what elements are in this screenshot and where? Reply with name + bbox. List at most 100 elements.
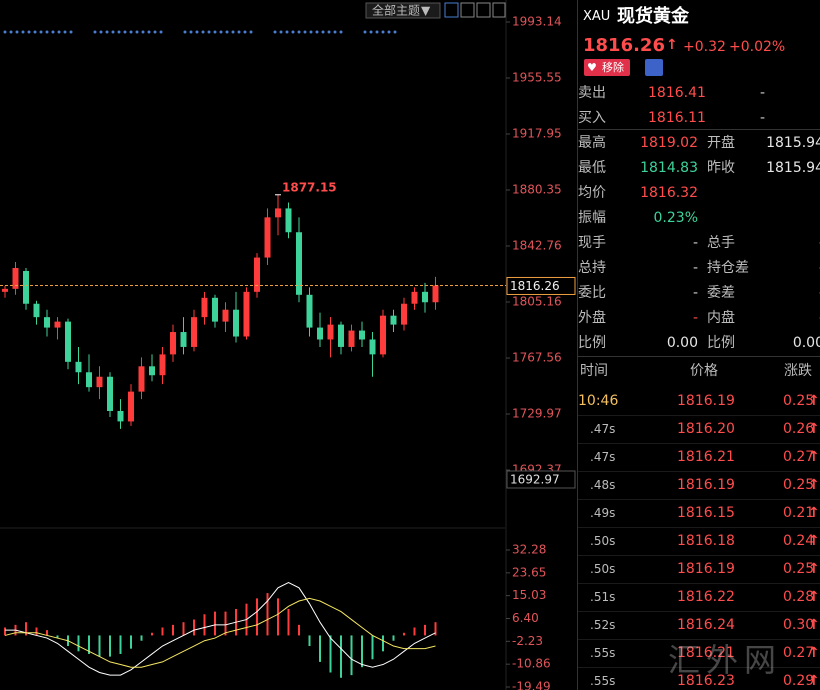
- signal-dot: [393, 30, 397, 34]
- macd-bar: [361, 635, 363, 668]
- signal-dot: [159, 30, 163, 34]
- macd-bar: [308, 635, 311, 647]
- instrument-name: 现货黄金: [617, 6, 689, 27]
- trade-price: 1816.15: [677, 505, 735, 521]
- quote-value: -: [692, 260, 698, 276]
- signal-dot: [105, 30, 109, 34]
- max-label: 1877.15: [282, 180, 337, 194]
- candle-body: [54, 321, 61, 328]
- quote-label: 内盘: [707, 310, 735, 326]
- trade-arrow: ↑: [808, 393, 820, 409]
- signal-dot: [249, 30, 253, 34]
- trade-arrow: ↑: [808, 617, 820, 633]
- signal-dot: [279, 30, 283, 34]
- candle-body: [306, 294, 313, 328]
- macd-bar: [256, 598, 258, 636]
- alert-button[interactable]: [645, 59, 663, 76]
- signal-dot: [363, 30, 367, 34]
- macd-bar: [403, 632, 405, 636]
- candle-body: [422, 291, 428, 303]
- signal-dot: [231, 30, 235, 34]
- menu-arrow[interactable]: ▼: [421, 4, 431, 18]
- row-divider: [578, 639, 820, 640]
- macd-bar: [287, 608, 290, 636]
- trade-arrow: ↑: [808, 533, 820, 549]
- trade-change: 0.30: [783, 617, 815, 633]
- quote-extra: -: [760, 85, 766, 101]
- macd-bar: [203, 614, 206, 636]
- trade-change: 0.26: [783, 421, 815, 437]
- toolbar-icon[interactable]: [492, 2, 506, 18]
- quote-label: 均价: [578, 185, 606, 201]
- signal-dot: [291, 30, 295, 34]
- quote-label: 外盘: [578, 310, 606, 326]
- chart-area: 全部主题 ▼ 1993.14 1955.55 1917.95 1880.35 1842.…: [0, 0, 576, 690]
- y-tick-label: 1729.97: [512, 407, 562, 421]
- macd-bar: [56, 635, 59, 639]
- trade-change: 0.29: [783, 673, 815, 689]
- row-divider: [578, 527, 820, 528]
- macd-bar: [161, 627, 164, 636]
- signal-dot: [237, 30, 241, 34]
- toolbar-icon[interactable]: [460, 2, 475, 18]
- trade-time: .49s: [590, 506, 616, 520]
- quote-label: 昨收: [707, 160, 735, 176]
- toolbar-icon[interactable]: [444, 2, 459, 18]
- theme-menu[interactable]: [365, 2, 441, 19]
- quote-value: 1816.32: [640, 185, 698, 201]
- low-price-box: [506, 470, 576, 489]
- signal-dot: [117, 30, 121, 34]
- macd-bar: [382, 635, 384, 652]
- signal-dot: [93, 30, 97, 34]
- quote-label: 买入: [578, 110, 606, 126]
- change-pct: +0.02%: [729, 39, 786, 55]
- trade-price: 1816.22: [677, 589, 735, 605]
- signal-dot: [369, 30, 373, 34]
- toolbar-icon[interactable]: [476, 2, 491, 18]
- signal-dot: [57, 30, 61, 34]
- trade-arrow: ↑: [808, 589, 820, 605]
- signal-dot: [321, 30, 325, 34]
- macd-bar: [4, 627, 6, 636]
- signal-dot: [15, 30, 19, 34]
- y-tick-label: 6.40: [512, 611, 539, 625]
- y-tick-label: 1805.16: [512, 295, 562, 309]
- candle-body: [96, 376, 103, 388]
- panel-separator: [577, 0, 578, 690]
- trade-price: 1816.19: [677, 393, 735, 409]
- candle-body: [233, 309, 239, 337]
- macd-bar: [224, 611, 227, 636]
- y-tick-label: 15.03: [512, 588, 546, 602]
- row-divider: [578, 129, 820, 130]
- macd-bar: [214, 611, 216, 636]
- candle-body: [12, 267, 19, 289]
- quote-value: 0.23%: [653, 210, 698, 226]
- column-header: 时间: [580, 363, 608, 379]
- signal-dot: [201, 30, 205, 34]
- macd-bar: [298, 624, 300, 636]
- trade-change: 0.24: [783, 533, 815, 549]
- trade-arrow: ↑: [808, 673, 820, 689]
- trade-change: 0.28: [783, 589, 815, 605]
- candle-body: [75, 361, 82, 373]
- quote-value: -: [704, 234, 820, 252]
- quote-value: -: [692, 285, 698, 301]
- quote-value: 0.00: [666, 335, 698, 351]
- signal-dot: [183, 30, 187, 34]
- signal-dot: [207, 30, 211, 34]
- quote-value: -: [704, 259, 820, 277]
- remove-button[interactable]: [584, 59, 630, 76]
- row-divider: [578, 583, 820, 584]
- candle-body: [23, 270, 29, 304]
- theme-menu-label[interactable]: 全部主题: [372, 3, 420, 18]
- signal-dot: [225, 30, 229, 34]
- candle-body: [117, 410, 124, 422]
- candle-body: [222, 309, 229, 322]
- candle-body: [285, 208, 292, 233]
- low-price-label: 1692.97: [510, 473, 560, 487]
- macd-bar: [151, 632, 153, 636]
- quote-value: -: [704, 284, 820, 302]
- trade-time: .55s: [590, 646, 616, 660]
- macd-bar: [371, 635, 374, 660]
